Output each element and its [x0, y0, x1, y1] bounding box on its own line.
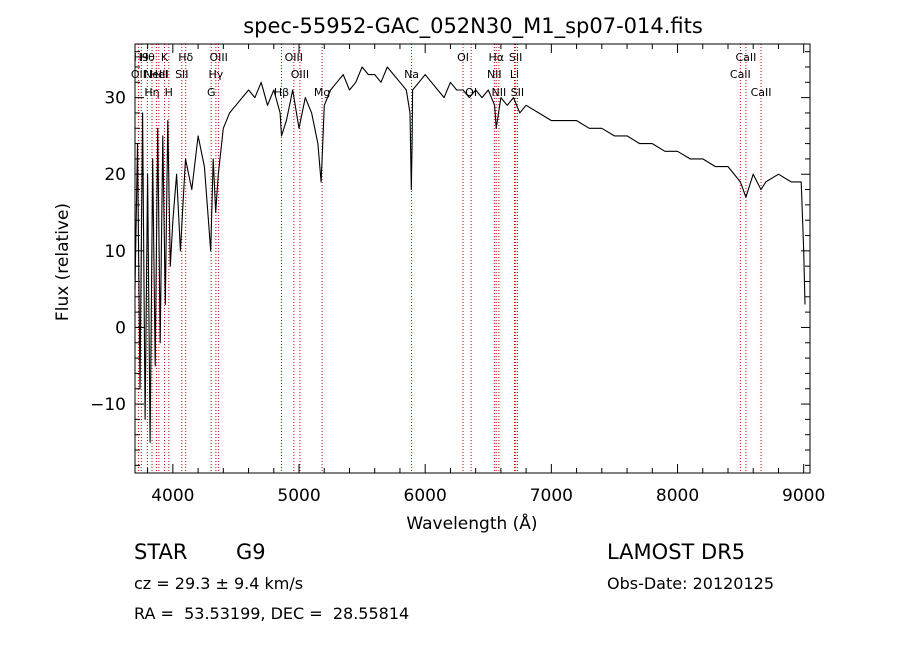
spectral-line-label-9: Hδ [178, 51, 193, 64]
chart-title: spec-55952-GAC_052N30_M1_sp07-014.fits [243, 14, 703, 39]
object-class: STAR [134, 540, 188, 564]
spectral-line-label-7: H [165, 86, 173, 99]
spectral-line-label-13: Hβ [274, 86, 289, 99]
x-tick-label-3: 7000 [530, 486, 573, 506]
spectral-line-markers: OIIH9HθHηNeIIIHeIKHSIIHδGHγOIIIHβOIIIOII… [131, 44, 772, 473]
spectral-line-label-2: Hθ [140, 51, 155, 64]
y-axis-label: Flux (relative) [53, 203, 73, 321]
y-axis: −10 0 10 20 30 [90, 51, 810, 466]
x-tick-label-0: 4000 [151, 486, 194, 506]
spectral-line-label-28: CaII [751, 86, 772, 99]
spectral-line-label-12: OIII [209, 51, 227, 64]
x-tick-label-4: 8000 [656, 486, 699, 506]
spectral-line-label-10: G [207, 86, 216, 99]
redshift-value: cz = 29.3 ± 9.4 km/s [134, 574, 304, 593]
spectrum-line-0 [134, 66, 806, 443]
spectral-line-label-18: OI [457, 51, 469, 64]
spectral-line-label-26: CaII [730, 68, 751, 81]
spectral-line-label-22: NII [492, 86, 507, 99]
plot-frame [134, 43, 811, 474]
spectral-line-label-23: Li [510, 68, 519, 81]
spectral-line-label-6: K [161, 51, 169, 64]
spectral-line-label-19: OI [465, 86, 477, 99]
spectral-line-label-11: Hγ [208, 68, 223, 81]
spectral-line-label-24: SII [509, 51, 522, 64]
coordinates: RA = 53.53199, DEC = 28.55814 [134, 604, 410, 623]
spectral-line-label-3: Hη [144, 86, 159, 99]
x-tick-label-2: 6000 [404, 486, 447, 506]
object-subclass: G9 [236, 540, 266, 564]
spectral-line-label-16: Mg [314, 86, 330, 99]
spectral-line-label-14: OIII [285, 51, 303, 64]
x-axis-label: Wavelength (Å) [406, 512, 537, 534]
y-tick-label-3: 20 [104, 165, 126, 185]
survey-name: LAMOST DR5 [607, 540, 746, 564]
x-tick-label-1: 5000 [277, 486, 320, 506]
spectral-line-label-8: SII [175, 68, 188, 81]
x-axis: 4000 5000 6000 7000 8000 9000 [147, 44, 825, 506]
spectral-line-label-25: SII [511, 86, 524, 99]
spectral-line-label-4: NeIII [144, 68, 169, 81]
spectral-line-label-21: Hα [488, 51, 504, 64]
spectral-line-label-5: HeI [150, 68, 168, 81]
y-tick-label-0: −10 [90, 395, 126, 415]
spectral-line-label-20: NII [487, 68, 502, 81]
y-tick-label-2: 10 [104, 242, 126, 262]
y-tick-label-1: 0 [115, 318, 126, 338]
y-tick-label-4: 30 [104, 89, 126, 109]
x-tick-label-5: 9000 [782, 486, 825, 506]
spectrum-series [134, 66, 806, 443]
obs-date: Obs-Date: 20120125 [607, 574, 775, 593]
spectral-line-label-1: H9 [134, 51, 149, 64]
spectral-line-label-15: OIII [291, 68, 309, 81]
spectral-line-label-27: CaII [735, 51, 756, 64]
spectral-line-label-17: Na [404, 68, 419, 81]
